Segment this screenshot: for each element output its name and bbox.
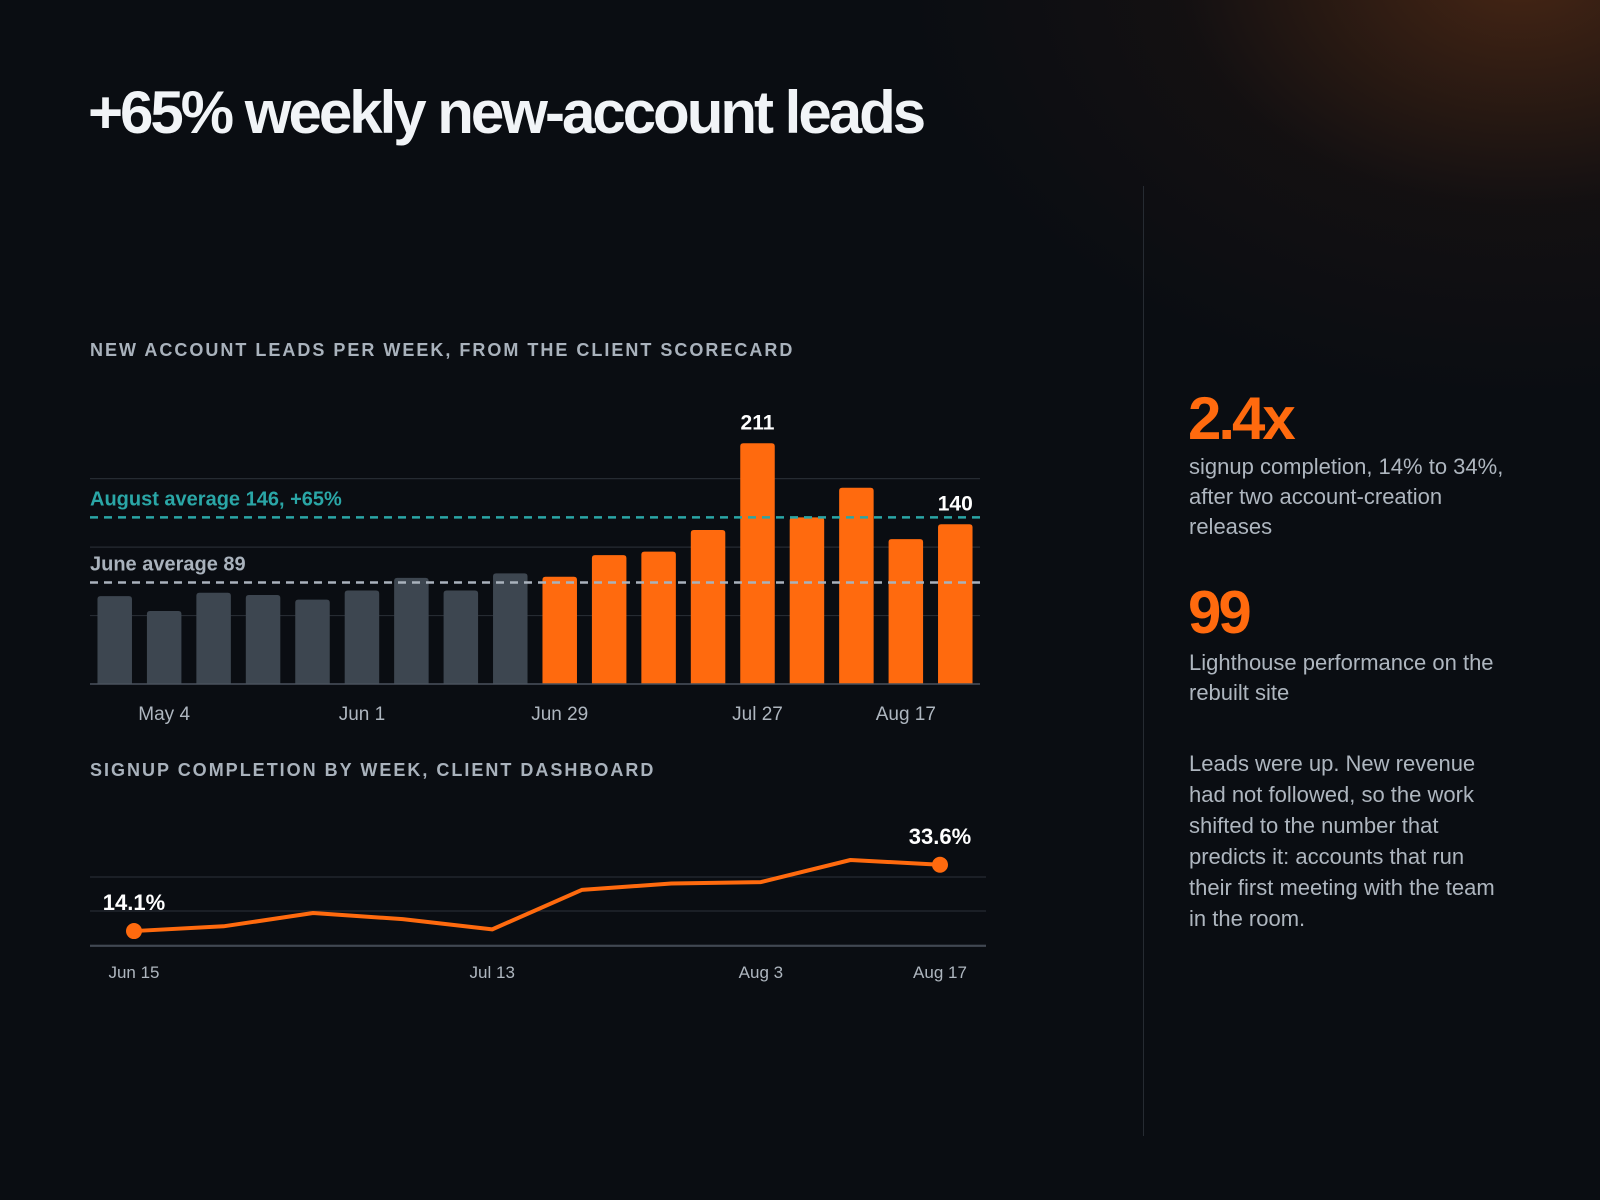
bar-jun-15 (443, 590, 479, 684)
data-label: 140 (938, 492, 973, 515)
x-tick-label: Jun 15 (108, 963, 159, 982)
signup-multiplier-stat: 2.4x (1188, 385, 1296, 452)
x-tick-label: Jul 27 (732, 704, 783, 725)
bar-aug-17 (888, 539, 924, 684)
reference-label-august-average: August average 146, +65% (90, 488, 342, 510)
bar-jul-27 (740, 443, 775, 684)
bar-jun-22 (493, 573, 528, 684)
bar-aug-10 (839, 487, 874, 684)
x-tick-label: May 4 (138, 704, 190, 725)
bar-aug-24 (938, 524, 973, 684)
lighthouse-score-description: Lighthouse performance on the rebuilt si… (1189, 650, 1494, 705)
page-title: +65% weekly new-account leads (88, 79, 926, 146)
leads-chart-title: NEW ACCOUNT LEADS PER WEEK, FROM THE CLI… (90, 340, 795, 360)
signup-multiplier-description: signup completion, 14% to 34%, after two… (1189, 454, 1504, 539)
data-label: 33.6% (909, 824, 971, 849)
reference-label-june-average: June average 89 (90, 553, 246, 575)
signup-chart-title: SIGNUP COMPLETION BY WEEK, CLIENT DASHBO… (90, 760, 656, 780)
x-tick-label: Aug 17 (876, 704, 936, 725)
column-divider (1143, 186, 1144, 1136)
bar-may-4 (146, 610, 182, 684)
lighthouse-score-stat: 99 (1188, 579, 1252, 646)
leads-bar-chart: August average 146, +65% June average 89 2… (90, 411, 980, 725)
series-line-signup-completion (132, 858, 942, 934)
x-tick-label: Aug 3 (739, 963, 783, 982)
x-tick-label: Jun 1 (339, 704, 385, 725)
x-tick-label: Jun 29 (531, 704, 588, 725)
data-label: 14.1% (103, 890, 165, 915)
bar-jun-8 (394, 577, 429, 684)
data-label: 211 (741, 411, 775, 434)
x-tick-label: Jul 13 (470, 963, 515, 982)
bar-jul-6 (591, 555, 627, 684)
signup-line-chart: 14.1% 33.6% Jun 15 Jul 13 Aug 3 Aug 17 (90, 824, 986, 982)
x-tick-label: Aug 17 (913, 963, 967, 982)
bar-may-18 (245, 595, 281, 684)
bar-may-11 (196, 592, 231, 684)
bar-jul-20 (690, 529, 726, 684)
bar-jun-29 (542, 576, 577, 684)
bar-jun-1 (344, 590, 380, 684)
bar-aug-3 (789, 517, 825, 684)
data-point-marker (932, 856, 948, 873)
bar-may-25 (295, 599, 330, 684)
bar-apr-27 (97, 596, 132, 684)
summary-note: Leads were up. New revenue had not follo… (1189, 751, 1495, 931)
bar-jul-13 (641, 551, 676, 684)
data-point-marker (126, 923, 142, 940)
